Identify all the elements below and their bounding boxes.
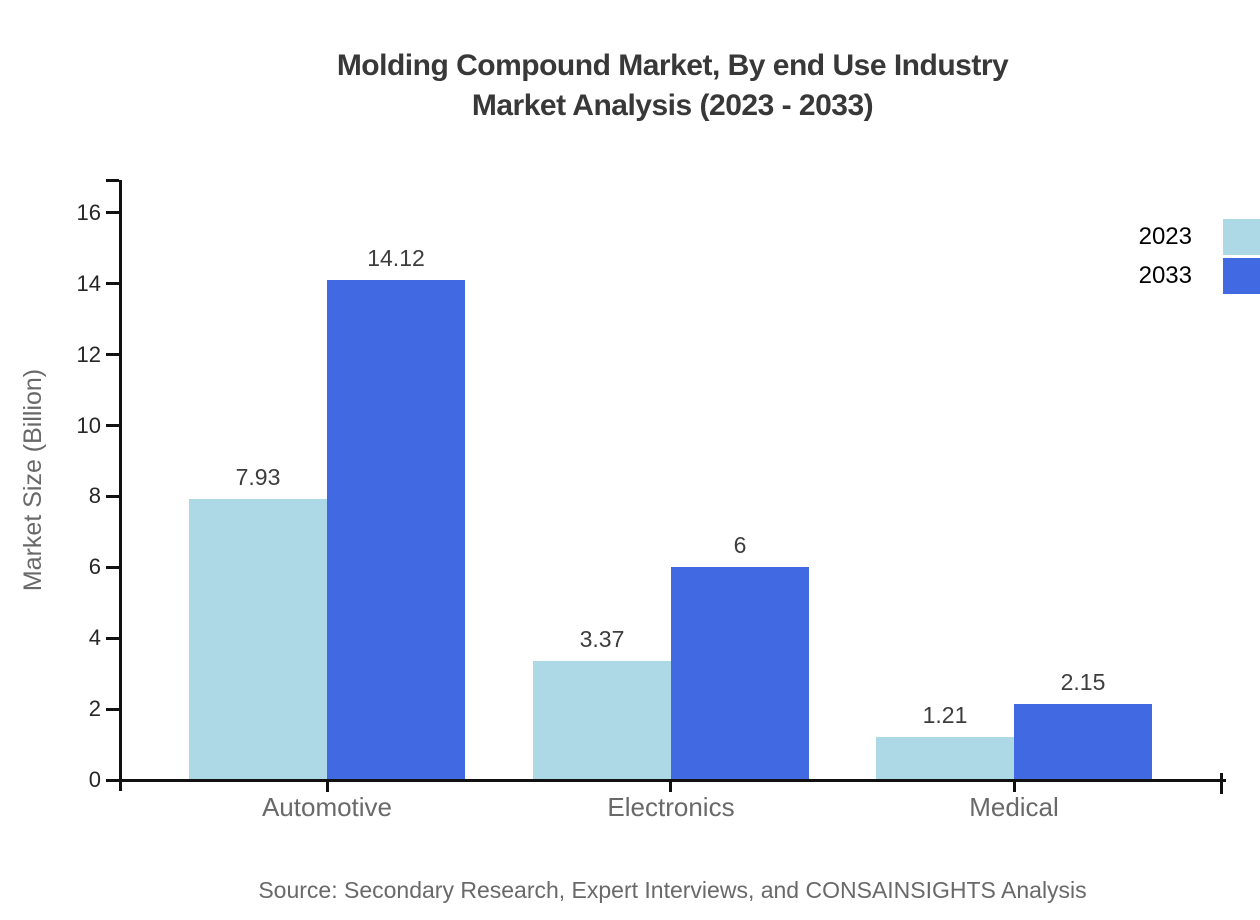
y-tick-12 (106, 353, 119, 356)
bar-2023-automotive (189, 499, 327, 781)
y-tick-label-4: 4 (88, 625, 101, 650)
y-tick-6 (106, 566, 119, 569)
chart-title: Molding Compound Market, By end Use Indu… (85, 46, 1260, 126)
y-tick-label-16: 16 (76, 200, 101, 225)
legend-label-2033: 2033 (1138, 262, 1192, 289)
legend-item-2033: 2033 (1139, 256, 1260, 295)
legend-label-2023: 2023 (1138, 223, 1192, 250)
x-axis-line (109, 779, 1226, 782)
value-label-2023-automotive: 7.93 (235, 464, 281, 490)
bar-2023-medical (876, 737, 1014, 781)
legend-swatch-2023 (1223, 218, 1260, 255)
category-label-electronics: Electronics (607, 792, 735, 822)
y-tick-label-2: 2 (88, 696, 101, 721)
category-label-automotive: Automotive (261, 792, 393, 822)
y-tick-label-0: 0 (88, 767, 101, 792)
y-tick-8 (106, 495, 119, 498)
y-axis-title: Market Size (Billion) (19, 368, 47, 592)
chart-title-line-1: Molding Compound Market, By end Use Indu… (336, 49, 1009, 82)
legend-swatch-2033 (1223, 257, 1260, 294)
y-axis-line (119, 180, 122, 791)
y-tick-label-8: 8 (88, 483, 101, 508)
chart-title-line-2: Market Analysis (2023 - 2033) (471, 89, 874, 122)
y-axis-end-tick (106, 179, 119, 182)
legend-item-2023: 2023 (1139, 217, 1260, 256)
source-note: Source: Secondary Research, Expert Inter… (258, 877, 1087, 903)
y-tick-label-12: 12 (76, 342, 101, 367)
value-label-2033-electronics: 6 (733, 532, 747, 558)
y-tick-16 (106, 211, 119, 214)
x-axis-end-tick (1220, 773, 1223, 794)
y-tick-2 (106, 708, 119, 711)
legend: 2023 2033 (1139, 217, 1260, 295)
y-tick-4 (106, 637, 119, 640)
bar-2033-medical (1014, 704, 1152, 781)
value-label-2023-electronics: 3.37 (579, 626, 625, 652)
x-tick-medical (1013, 781, 1016, 792)
value-label-2023-medical: 1.21 (922, 702, 968, 728)
y-tick-label-10: 10 (76, 413, 101, 438)
value-label-2033-automotive: 14.12 (367, 245, 425, 271)
y-tick-label-6: 6 (88, 554, 101, 579)
bar-2033-electronics (671, 567, 809, 781)
category-label-medical: Medical (969, 792, 1059, 822)
value-label-2033-medical: 2.15 (1060, 669, 1106, 695)
x-tick-electronics (669, 781, 672, 792)
y-tick-10 (106, 424, 119, 427)
bar-2023-electronics (533, 661, 671, 781)
x-tick-automotive (326, 781, 329, 792)
bar-2033-automotive (327, 280, 465, 781)
y-tick-label-14: 14 (76, 271, 101, 296)
y-tick-14 (106, 282, 119, 285)
